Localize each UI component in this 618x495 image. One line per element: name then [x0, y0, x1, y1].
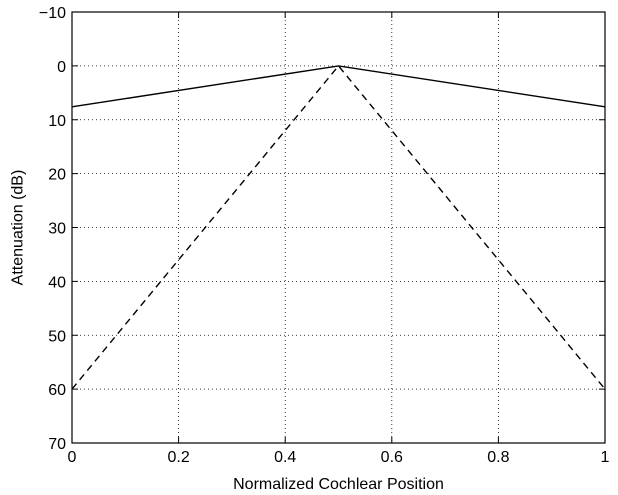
x-tick-label: 0 — [68, 449, 77, 466]
y-tick-label: 30 — [48, 221, 66, 238]
x-tick-label: 1 — [601, 449, 610, 466]
y-axis-label: Attenuation (dB) — [10, 170, 27, 286]
series-line-2-dashed — [71, 64, 606, 390]
x-tick-label: 0.8 — [487, 449, 509, 466]
y-tick-label: 0 — [57, 59, 66, 76]
x-tick-label: 0.2 — [167, 449, 189, 466]
y-tick-label: 60 — [48, 382, 66, 399]
y-tick-label: 40 — [48, 274, 66, 291]
tick-layer — [71, 11, 606, 444]
x-axis-label: Normalized Cochlear Position — [233, 476, 444, 493]
label-layer: 0 0.2 0.4 0.6 0.8 1 −10 0 10 20 30 40 50 60 70 — [39, 5, 610, 466]
y-tick-label: 50 — [48, 328, 66, 345]
x-tick-label: 0.6 — [381, 449, 403, 466]
y-tick-label: −10 — [39, 5, 66, 22]
grid-layer — [72, 12, 605, 443]
y-tick-label: 10 — [48, 113, 66, 130]
series-line-1-solid — [71, 65, 606, 108]
y-tick-label: 20 — [48, 167, 66, 184]
series-layer — [71, 64, 606, 390]
y-tick-label: 70 — [48, 436, 66, 453]
x-tick-label: 0.4 — [274, 449, 296, 466]
plot-frame — [71, 11, 606, 444]
